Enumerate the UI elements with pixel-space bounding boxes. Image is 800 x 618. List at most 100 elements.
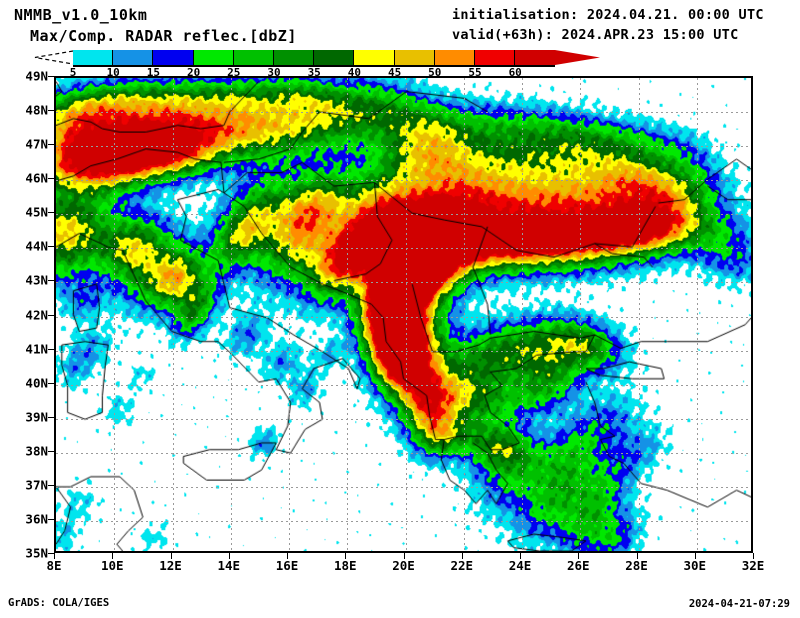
colorbar-tick-label: 30 [267,66,281,79]
latitude-tick-mark [48,212,54,213]
colorbar-underflow-arrow-icon [33,50,74,65]
gridline-parallel [56,487,751,488]
colorbar-segment [515,50,556,65]
colorbar-tick-label: 15 [146,66,161,79]
latitude-tick-label: 41N [25,341,48,357]
latitude-tick-mark [48,246,54,247]
latitude-tick-label: 39N [25,409,48,425]
colorbar-segment [394,50,435,65]
latitude-tick-label: 46N [25,170,48,186]
colorbar-segment [274,50,315,65]
colorbar-tick-label: 40 [347,66,362,79]
longitude-tick-mark [462,553,463,559]
gridline-parallel [56,180,751,181]
longitude-tick-label: 28E [625,558,648,573]
colorbar-segment [193,50,234,65]
colorbar-overflow-arrow-icon [555,50,601,65]
colorbar-tick-label: 60 [508,66,522,79]
gridline-meridian [580,78,581,551]
gridline-parallel [56,214,751,215]
colorbar-tick-label: 45 [387,66,402,79]
latitude-tick-label: 37N [25,477,48,493]
latitude-tick-label: 36N [25,511,48,527]
map-plot-area[interactable] [54,76,753,553]
longitude-tick-label: 12E [159,558,182,573]
longitude-tick-mark [345,553,346,559]
gridline-parallel [56,112,751,113]
longitude-tick-label: 22E [450,558,474,573]
latitude-tick-mark [48,417,54,418]
latitude-tick-label: 48N [25,102,48,118]
longitude-tick-mark [753,553,754,559]
gridline-parallel [56,248,751,249]
gridline-meridian [231,78,232,551]
latitude-tick-label: 35N [25,545,48,561]
latitude-tick-mark [48,485,54,486]
gridline-meridian [173,78,174,551]
longitude-tick-label: 10E [100,558,124,573]
latitude-tick-label: 45N [25,204,48,220]
colorbar-tick-label: 50 [428,66,442,79]
longitude-tick-mark [404,553,405,559]
colorbar-axis-line [73,65,556,67]
colorbar-segment [233,50,274,65]
gridline-meridian [289,78,290,551]
latitude-tick-mark [48,383,54,384]
longitude-tick-label: 32E [741,558,765,573]
latitude-tick-label: 38N [25,443,48,459]
longitude-tick-label: 16E [275,558,299,573]
latitude-tick-mark [48,519,54,520]
latitude-tick-mark [48,315,54,316]
latitude-tick-label: 40N [25,375,48,391]
colorbar-segment [153,50,194,65]
latitude-tick-mark [48,553,54,554]
gridline-parallel [56,385,751,386]
grads-credit-label: GrADS: COLA/IGES [8,597,110,609]
gridline-parallel [56,317,751,318]
gridline-parallel [56,453,751,454]
gridline-parallel [56,521,751,522]
gridline-meridian [697,78,698,551]
latitude-tick-label: 47N [25,136,48,152]
gridline-meridian [639,78,640,551]
model-name-label: NMMB_v1.0_10km [14,6,148,24]
longitude-tick-label: 14E [217,558,241,573]
colorbar-segment [73,50,114,65]
colorbar-segment [434,50,475,65]
longitude-tick-mark [578,553,579,559]
radar-reflectivity-field [56,78,751,551]
longitude-tick-label: 18E [333,558,357,573]
latitude-tick-label: 42N [25,307,48,322]
longitude-tick-mark [112,553,113,559]
colorbar-tick-label: 25 [227,66,241,79]
initialisation-time-label: initialisation: 2024.04.21. 00:00 UTC [452,7,764,23]
colorbar-tick-label: 35 [307,66,321,79]
colorbar-tick-label: 10 [106,66,120,79]
longitude-tick-label: 24E [508,558,532,573]
latitude-tick-mark [48,144,54,145]
latitude-tick-label: 44N [25,238,48,254]
longitude-tick-mark [171,553,172,559]
gridline-parallel [56,351,751,352]
colorbar-segment [475,50,516,65]
colorbar-tick-label: 20 [186,66,201,79]
latitude-tick-mark [48,349,54,350]
longitude-tick-label: 20E [392,558,415,573]
gridline-meridian [464,78,465,551]
longitude-tick-label: 30E [683,558,707,573]
colorbar-tick-label: 55 [468,66,482,79]
colorbar-segment [113,50,154,65]
latitude-tick-mark [48,451,54,452]
latitude-tick-mark [48,178,54,179]
longitude-tick-label: 26E [566,558,590,573]
field-name-label: Max/Comp. RADAR reflec.[dbZ] [30,27,297,45]
gridline-meridian [347,78,348,551]
gridline-meridian [114,78,115,551]
longitude-tick-mark [695,553,696,559]
latitude-tick-mark [48,110,54,111]
longitude-tick-mark [54,553,55,559]
generation-timestamp-label: 2024-04-21-07:29 [688,598,790,610]
latitude-tick-label: 49N [25,68,48,84]
latitude-tick-label: 43N [25,272,48,288]
colorbar [73,50,556,65]
